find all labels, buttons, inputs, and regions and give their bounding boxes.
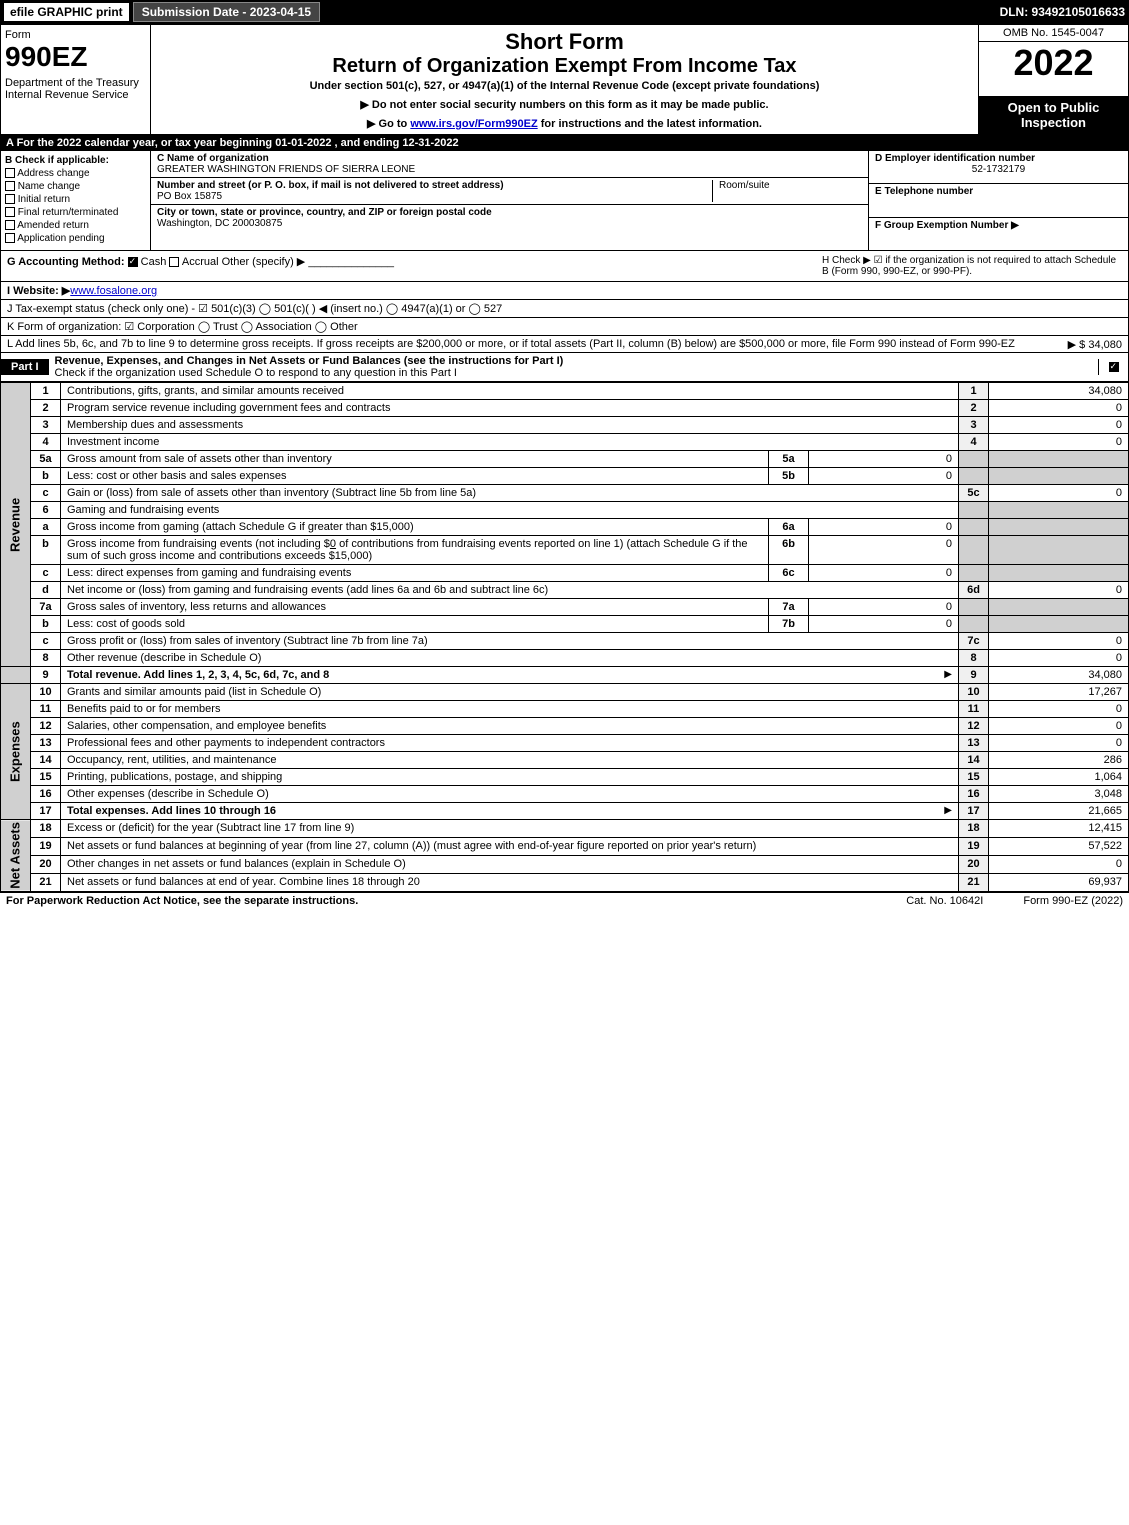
section-b: B Check if applicable: Address change Na…: [1, 151, 151, 250]
form-label: Form: [5, 29, 146, 41]
street-label: Number and street (or P. O. box, if mail…: [157, 180, 712, 191]
efile-label[interactable]: efile GRAPHIC print: [4, 3, 129, 21]
top-bar: efile GRAPHIC print Submission Date - 20…: [0, 0, 1129, 24]
form-subtitle: Under section 501(c), 527, or 4947(a)(1)…: [155, 80, 974, 92]
header-center: Short Form Return of Organization Exempt…: [151, 25, 978, 134]
city-label: City or town, state or province, country…: [157, 207, 862, 218]
footer-mid: Cat. No. 10642I: [906, 895, 983, 907]
form-title: Return of Organization Exempt From Incom…: [155, 55, 974, 78]
check-name-change[interactable]: Name change: [5, 181, 146, 192]
roomsuite-label: Room/suite: [712, 180, 862, 202]
check-accrual[interactable]: [169, 257, 179, 267]
form-header: Form 990EZ Department of the Treasury In…: [0, 24, 1129, 135]
note2-pre: ▶ Go to: [367, 118, 410, 130]
group-label: F Group Exemption Number ▶: [875, 220, 1122, 231]
note-link: ▶ Go to www.irs.gov/Form990EZ for instru…: [155, 117, 974, 130]
footer-left: For Paperwork Reduction Act Notice, see …: [6, 895, 358, 907]
revenue-sidelabel: Revenue: [1, 383, 31, 667]
inspection-label: Open to Public Inspection: [979, 96, 1128, 134]
website-link[interactable]: www.fosalone.org: [70, 285, 157, 297]
street: PO Box 15875: [157, 191, 712, 202]
expenses-sidelabel: Expenses: [1, 684, 31, 820]
check-cash[interactable]: [128, 257, 138, 267]
section-g-h: G Accounting Method: Cash Accrual Other …: [0, 251, 1129, 282]
check-address-change[interactable]: Address change: [5, 168, 146, 179]
ein: 52-1732179: [875, 164, 1122, 175]
part1-label: Part I: [1, 359, 49, 375]
ein-label: D Employer identification number: [875, 153, 1122, 164]
city: Washington, DC 200030875: [157, 218, 862, 229]
header-right: OMB No. 1545-0047 2022 Open to Public In…: [978, 25, 1128, 134]
form-number: 990EZ: [5, 41, 146, 73]
section-c: C Name of organization GREATER WASHINGTO…: [151, 151, 868, 250]
note-ssn: ▶ Do not enter social security numbers o…: [155, 98, 974, 111]
section-k: K Form of organization: ☑ Corporation ◯ …: [0, 318, 1129, 336]
tax-year: 2022: [979, 42, 1128, 96]
submission-date: Submission Date - 2023-04-15: [133, 2, 320, 22]
tel-label: E Telephone number: [875, 186, 1122, 197]
check-initial-return[interactable]: Initial return: [5, 194, 146, 205]
header-left: Form 990EZ Department of the Treasury In…: [1, 25, 151, 134]
note2-post: for instructions and the latest informat…: [538, 118, 762, 130]
netassets-sidelabel: Net Assets: [1, 820, 31, 892]
section-j: J Tax-exempt status (check only one) - ☑…: [0, 300, 1129, 318]
org-name-label: C Name of organization: [157, 153, 862, 164]
section-a: A For the 2022 calendar year, or tax yea…: [0, 135, 1129, 151]
footer-right: Form 990-EZ (2022): [1023, 895, 1123, 907]
check-amended-return[interactable]: Amended return: [5, 220, 146, 231]
footer: For Paperwork Reduction Act Notice, see …: [0, 892, 1129, 909]
short-form-title: Short Form: [155, 29, 974, 55]
section-d-f: D Employer identification number 52-1732…: [868, 151, 1128, 250]
section-l: L Add lines 5b, 6c, and 7b to line 9 to …: [0, 336, 1129, 353]
part1-scheduleO-check[interactable]: [1109, 362, 1119, 372]
dln: DLN: 93492105016633: [1000, 5, 1125, 19]
section-b-label: B Check if applicable:: [5, 155, 146, 166]
dept-label: Department of the Treasury Internal Reve…: [5, 77, 146, 101]
lines-table: Revenue 1Contributions, gifts, grants, a…: [0, 382, 1129, 892]
section-h: H Check ▶ ☑ if the organization is not r…: [822, 255, 1122, 277]
omb-number: OMB No. 1545-0047: [979, 25, 1128, 42]
irs-link[interactable]: www.irs.gov/Form990EZ: [410, 118, 537, 130]
part1-header: Part I Revenue, Expenses, and Changes in…: [0, 353, 1129, 382]
section-g: G Accounting Method: Cash Accrual Other …: [7, 255, 822, 277]
section-i: I Website: ▶www.fosalone.org: [0, 282, 1129, 300]
check-final-return[interactable]: Final return/terminated: [5, 207, 146, 218]
info-block: B Check if applicable: Address change Na…: [0, 151, 1129, 251]
check-application-pending[interactable]: Application pending: [5, 233, 146, 244]
org-name: GREATER WASHINGTON FRIENDS OF SIERRA LEO…: [157, 164, 862, 175]
